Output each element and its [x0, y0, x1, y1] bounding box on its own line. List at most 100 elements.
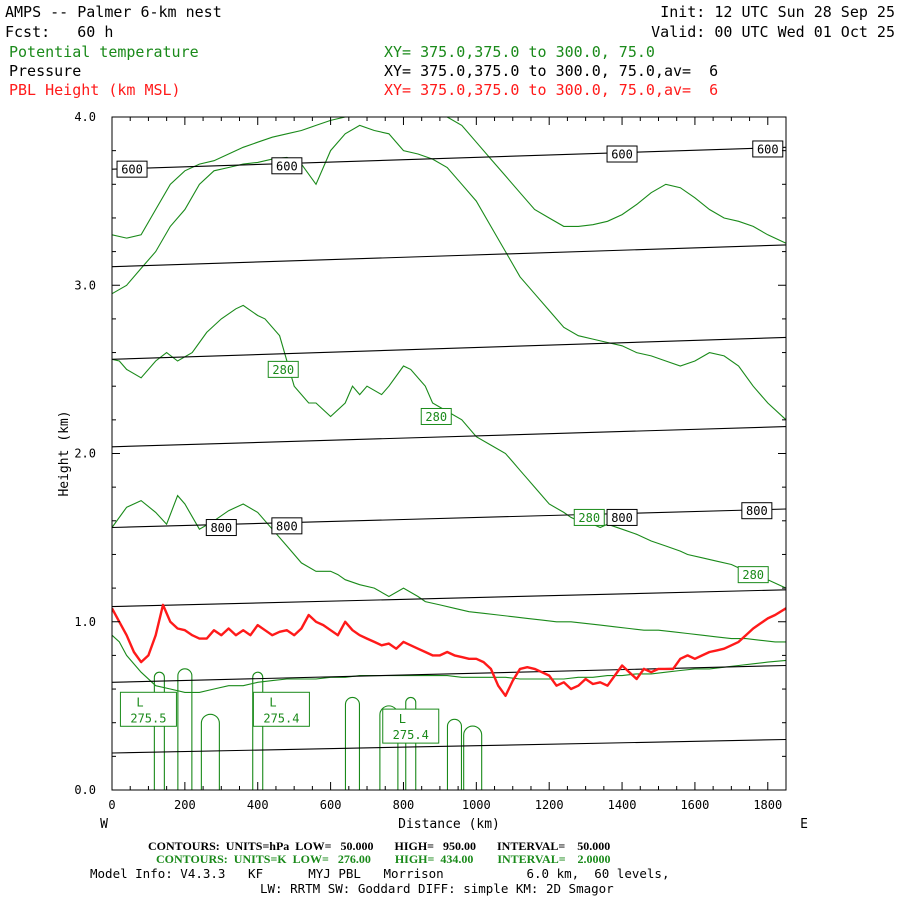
theta-low-letter: L [399, 712, 406, 726]
x-tick-label: 1400 [608, 798, 637, 812]
isobar-label-text: 800 [210, 521, 232, 535]
x-tick-label: 1200 [535, 798, 564, 812]
isobar-600 [112, 426, 786, 448]
isobar-450 [112, 146, 786, 170]
field-pressure-name: Pressure [9, 62, 82, 80]
isobar-label-text: 800 [746, 504, 768, 518]
theta-low-cell [344, 696, 361, 790]
theta-label-text: 280 [272, 363, 294, 377]
footer-model-info: Model Info: V4.3.3 KF MYJ PBL Morrison 6… [90, 866, 670, 881]
footer-contours-pressure: CONTOURS: UNITS=hPa LOW= 50.000 HIGH= 95… [148, 839, 611, 853]
x-tick-label: 800 [393, 798, 415, 812]
theta-label-text: 280 [742, 568, 764, 582]
theta-low-cell [153, 671, 165, 790]
theta-label: 280 [420, 407, 452, 425]
x-tick-label: 0 [108, 798, 115, 812]
y-tick-label: 3.0 [74, 278, 96, 292]
isobar-label-text: 800 [611, 511, 633, 525]
theta-contour-theta-upper-2 [112, 117, 786, 244]
isobar-label: 600 [116, 160, 148, 178]
theta-low-letter: L [136, 695, 143, 709]
theta-low-label: L 275.5 [119, 691, 177, 727]
x-tick-label: 1800 [753, 798, 782, 812]
y-tick-label: 1.0 [74, 615, 96, 629]
isobar-800 [112, 738, 786, 754]
field-pressure-xy: XY= 375.0,375.0 to 300.0, 75.0,av= 6 [384, 62, 719, 80]
forecast-hour: Fcst: 60 h [5, 23, 114, 41]
isobar-label: 800 [271, 517, 303, 535]
theta-contour-theta-upper-1 [112, 124, 786, 421]
isobar-750 [112, 664, 786, 683]
isobar-label-text: 600 [611, 148, 633, 162]
theta-low-cell [177, 668, 193, 790]
isobar-label-box [752, 140, 784, 158]
x-tick-label: 1600 [680, 798, 709, 812]
field-theta-name: Potential temperature [9, 43, 199, 61]
theta-low-value: 275.4 [263, 711, 299, 725]
east-label: E [800, 817, 808, 832]
isobar-label-text: 600 [276, 159, 298, 173]
theta-label-box [573, 508, 605, 526]
theta-label-box [267, 360, 299, 378]
isobar-label: 600 [606, 145, 638, 163]
footer-contours-theta: CONTOURS: UNITS=K LOW= 276.00 HIGH= 434.… [156, 852, 611, 866]
theta-low-label: L 275.4 [252, 691, 310, 727]
isobar-label: 800 [606, 508, 638, 526]
theta-low-cell [200, 713, 220, 790]
pbl-height-line [112, 603, 786, 697]
valid-time: Valid: 00 UTC Wed 01 Oct 25 [651, 23, 895, 41]
isobar-label-box [606, 508, 638, 526]
isobar-label: 600 [752, 140, 784, 158]
isobar-label-box [205, 519, 237, 537]
theta-contour-theta-a [112, 304, 786, 589]
theta-low-cell [379, 705, 399, 790]
field-pbl-xy: XY= 375.0,375.0 to 300.0, 75.0,av= 6 [384, 81, 719, 99]
theta-low-label: L 275.4 [382, 708, 440, 744]
y-tick-label: 0.0 [74, 783, 96, 797]
theta-low-letter: L [269, 695, 276, 709]
init-time: Init: 12 UTC Sun 28 Sep 25 [660, 3, 895, 21]
theta-low-cell [463, 725, 483, 790]
theta-low-box [252, 691, 310, 727]
theta-low-value: 275.5 [130, 711, 166, 725]
theta-contour-theta-b [112, 494, 786, 643]
isobar-700 [112, 589, 786, 608]
x-tick-label: 1000 [462, 798, 491, 812]
theta-label-text: 280 [425, 410, 447, 424]
y-axis-label: Height (km) [57, 410, 72, 496]
isobar-label-text: 800 [276, 519, 298, 533]
theta-low-box [119, 691, 177, 727]
isobar-label: 800 [741, 502, 773, 520]
y-tick-label: 4.0 [74, 110, 96, 124]
theta-low-cell [446, 718, 463, 790]
x-axis-label: Distance (km) [398, 817, 500, 832]
isobar-label-box [271, 157, 303, 175]
chart-title: AMPS -- Palmer 6-km nest [5, 3, 222, 21]
isobar-label: 600 [271, 157, 303, 175]
field-theta-xy: XY= 375.0,375.0 to 300.0, 75.0 [384, 43, 655, 61]
theta-low-value: 275.4 [393, 728, 429, 742]
isobar-label-box [606, 145, 638, 163]
x-tick-label: 200 [174, 798, 196, 812]
isobar-550 [112, 336, 786, 360]
theta-label-text: 280 [578, 511, 600, 525]
isobar-label-box [271, 517, 303, 535]
theta-contour-theta-c [112, 634, 786, 693]
isobar-label-box [741, 502, 773, 520]
west-label: W [100, 817, 108, 832]
isobar-label-text: 600 [121, 163, 143, 177]
theta-label-box [737, 566, 769, 584]
theta-label: 280 [737, 566, 769, 584]
cross-section-chart: 600 600 600 600 800 800 800 800 280 280 280 280 L 275… [57, 110, 808, 832]
theta-label: 280 [267, 360, 299, 378]
field-pbl-name: PBL Height (km MSL) [9, 81, 181, 99]
theta-label: 280 [573, 508, 605, 526]
isobar-500 [112, 244, 786, 268]
theta-low-box [382, 708, 440, 744]
x-tick-label: 400 [247, 798, 269, 812]
isobar-label: 800 [205, 519, 237, 537]
theta-low-cell [405, 696, 417, 790]
theta-label-box [420, 407, 452, 425]
footer-physics: LW: RRTM SW: Goddard DIFF: simple KM: 2D… [260, 881, 614, 896]
x-tick-label: 600 [320, 798, 342, 812]
